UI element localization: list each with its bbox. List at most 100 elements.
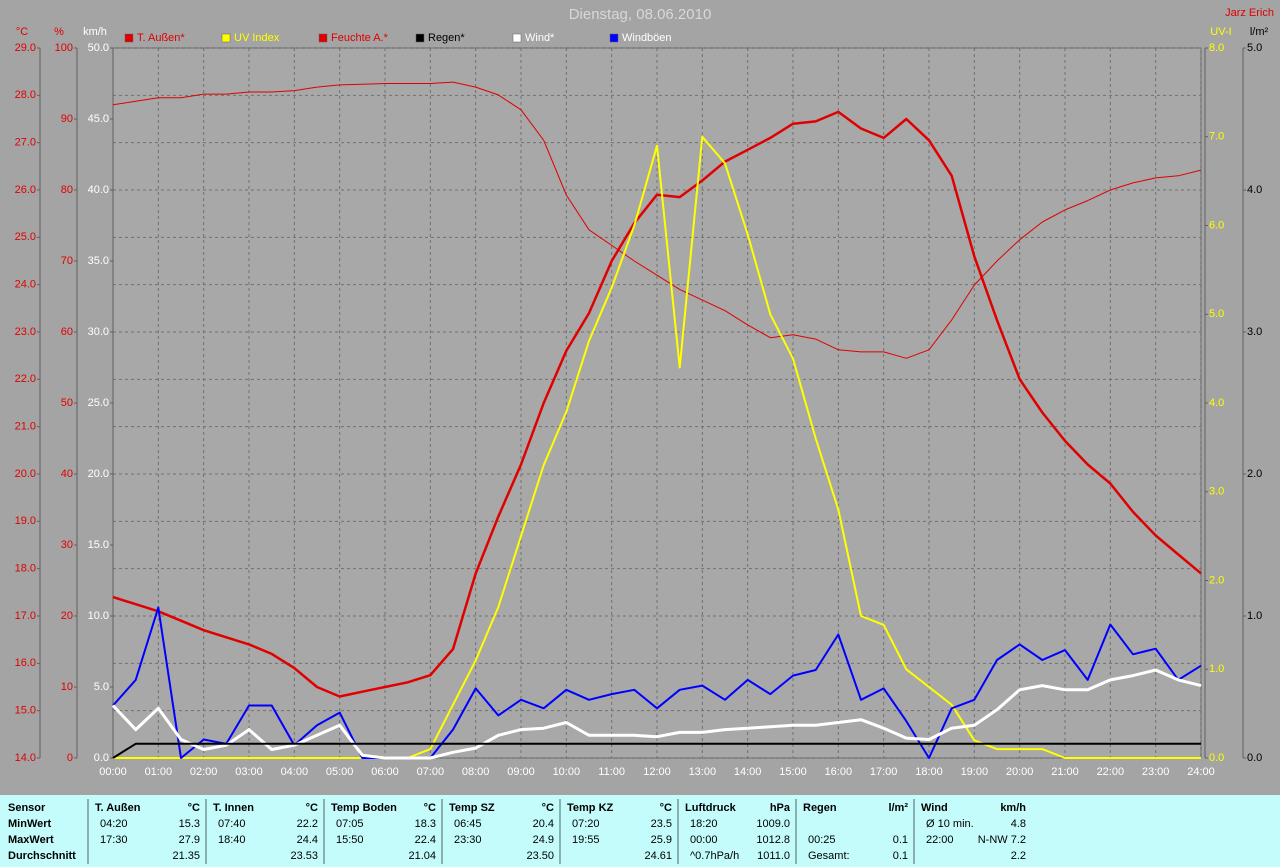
cell-value: 1009.0 [756, 818, 790, 830]
cell-time: 07:40 [218, 818, 246, 830]
cell-time: 07:05 [336, 818, 364, 830]
y-tick-label: 35.0 [88, 255, 109, 267]
y-tick-label: 16.0 [15, 657, 36, 669]
group-name: Wind [921, 802, 948, 814]
y-tick-label: 1.0 [1209, 663, 1224, 675]
y-tick-label: 3.0 [1209, 486, 1224, 498]
legend-swatch [124, 33, 134, 43]
group-unit: °C [188, 802, 200, 814]
y-tick-label: 24.0 [15, 279, 36, 291]
x-tick-label: 01:00 [145, 766, 173, 778]
legend-label: UV Index [234, 32, 280, 44]
group-unit: °C [424, 802, 436, 814]
cell-time: 19:55 [572, 834, 600, 846]
y-tick-label: 20.0 [15, 468, 36, 480]
y-tick-label: 2.0 [1247, 468, 1262, 480]
series-line [113, 135, 1201, 759]
y-tick-label: 40 [61, 468, 73, 480]
y-tick-label: 19.0 [15, 515, 36, 527]
group-name: Temp Boden [331, 802, 397, 814]
cell-value: 0.1 [893, 834, 908, 846]
y-tick-label: 26.0 [15, 184, 36, 196]
cell-time: 04:20 [100, 818, 128, 830]
cell-value: 1011.0 [757, 850, 790, 862]
cell-value: 25.9 [651, 834, 672, 846]
stats-background [0, 795, 1280, 867]
series-line [112, 110, 1202, 698]
x-tick-label: 04:00 [281, 766, 309, 778]
y-tick-label: 100 [55, 42, 73, 54]
x-tick-label: 00:00 [99, 766, 127, 778]
series-line [112, 742, 1201, 759]
y-tick-label: 4.0 [1209, 397, 1224, 409]
cell-value: 18.3 [415, 818, 436, 830]
legend-swatch [221, 33, 231, 43]
cell-value: 20.4 [533, 818, 554, 830]
y-tick-label: 80 [61, 184, 73, 196]
y-tick-label: 0.0 [1247, 752, 1262, 764]
x-tick-label: 19:00 [961, 766, 989, 778]
y-tick-label: 3.0 [1247, 326, 1262, 338]
legend-swatch [318, 33, 328, 43]
y-tick-label: 21.0 [15, 421, 36, 433]
cell-value: 24.9 [533, 834, 554, 846]
y-tick-label: 2.0 [1209, 574, 1224, 586]
x-tick-label: 02:00 [190, 766, 218, 778]
x-tick-label: 17:00 [870, 766, 898, 778]
group-unit: °C [660, 802, 672, 814]
y-tick-label: 28.0 [15, 89, 36, 101]
x-tick-label: 06:00 [371, 766, 399, 778]
x-tick-label: 23:00 [1142, 766, 1170, 778]
series-line [112, 81, 1202, 359]
y-tick-label: 50.0 [88, 42, 109, 54]
x-tick-label: 11:00 [598, 766, 625, 778]
y-tick-label: 10.0 [88, 610, 109, 622]
legend-label: Regen* [428, 32, 465, 44]
x-tick-label: 09:00 [507, 766, 535, 778]
group-name: T. Außen [95, 802, 141, 814]
y-tick-label: 60 [61, 326, 73, 338]
legend-label: Wind* [525, 32, 555, 44]
group-unit: km/h [1000, 802, 1026, 814]
y-tick-label: 90 [61, 113, 73, 125]
y-tick-label: 10 [61, 681, 73, 693]
group-name: Regen [803, 802, 837, 814]
axis-unit: km/h [83, 26, 107, 38]
axis-unit: °C [16, 26, 28, 38]
y-tick-label: 0.0 [1209, 752, 1224, 764]
group-name: Luftdruck [685, 802, 737, 814]
x-tick-label: 10:00 [553, 766, 581, 778]
y-tick-label: 25.0 [88, 397, 109, 409]
cell-value: 22.4 [415, 834, 436, 846]
y-tick-label: 8.0 [1209, 42, 1224, 54]
y-tick-label: 17.0 [15, 610, 36, 622]
group-name: Temp SZ [449, 802, 495, 814]
y-tick-label: 40.0 [88, 184, 109, 196]
group-name: Temp KZ [567, 802, 614, 814]
row-label: MaxWert [8, 834, 54, 846]
legend-label: Windböen [622, 32, 672, 44]
y-tick-label: 6.0 [1209, 219, 1224, 231]
y-tick-label: 5.0 [1247, 42, 1262, 54]
y-tick-label: 15.0 [15, 705, 36, 717]
y-tick-label: 30.0 [88, 326, 109, 338]
cell-value: 22.2 [297, 818, 318, 830]
axis-unit: l/m² [1250, 26, 1269, 38]
legend-swatch [415, 33, 425, 43]
group-unit: °C [306, 802, 318, 814]
x-tick-label: 15:00 [779, 766, 807, 778]
cell-time: 00:00 [690, 834, 718, 846]
cell-value: 23.53 [290, 850, 318, 862]
cell-value: 27.9 [179, 834, 200, 846]
x-tick-label: 24:00 [1187, 766, 1215, 778]
cell-time: 07:20 [572, 818, 600, 830]
group-unit: l/m² [888, 802, 908, 814]
cell-time: ^0.7hPa/h [690, 850, 739, 862]
y-tick-label: 70 [61, 255, 73, 267]
y-tick-label: 5.0 [94, 681, 109, 693]
cell-value: 0.1 [893, 850, 908, 862]
cell-value: 23.5 [651, 818, 672, 830]
x-tick-label: 18:00 [915, 766, 943, 778]
x-tick-label: 12:00 [643, 766, 671, 778]
